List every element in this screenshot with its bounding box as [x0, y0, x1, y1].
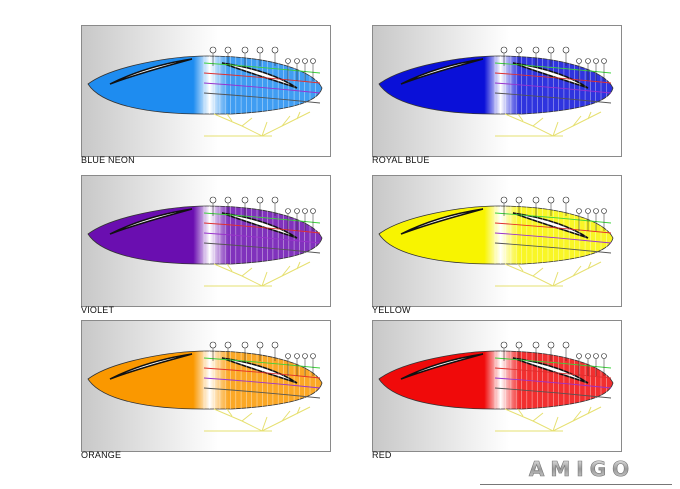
blimp-illustration	[373, 321, 621, 451]
svg-text:AMIGO: AMIGO	[529, 458, 635, 480]
blimp-illustration	[82, 321, 330, 451]
variant-panel	[81, 25, 331, 157]
variant-label: ROYAL BLUE	[372, 155, 430, 165]
variant-label: RED	[372, 450, 392, 460]
variant-panel	[372, 25, 622, 157]
variant-panel	[81, 175, 331, 307]
variant-panel	[372, 320, 622, 452]
variant-panel	[372, 175, 622, 307]
variant-label: YELLOW	[372, 305, 411, 315]
blimp-illustration	[82, 176, 330, 306]
variant-label: VIOLET	[81, 305, 115, 315]
blimp-illustration	[373, 176, 621, 306]
variant-label: BLUE NEON	[81, 155, 135, 165]
variant-panel	[81, 320, 331, 452]
variant-label: ORANGE	[81, 450, 122, 460]
blimp-illustration	[373, 26, 621, 156]
amigo-logo: AMIGO	[529, 458, 635, 480]
blimp-illustration	[82, 26, 330, 156]
footer-rule	[480, 484, 672, 485]
